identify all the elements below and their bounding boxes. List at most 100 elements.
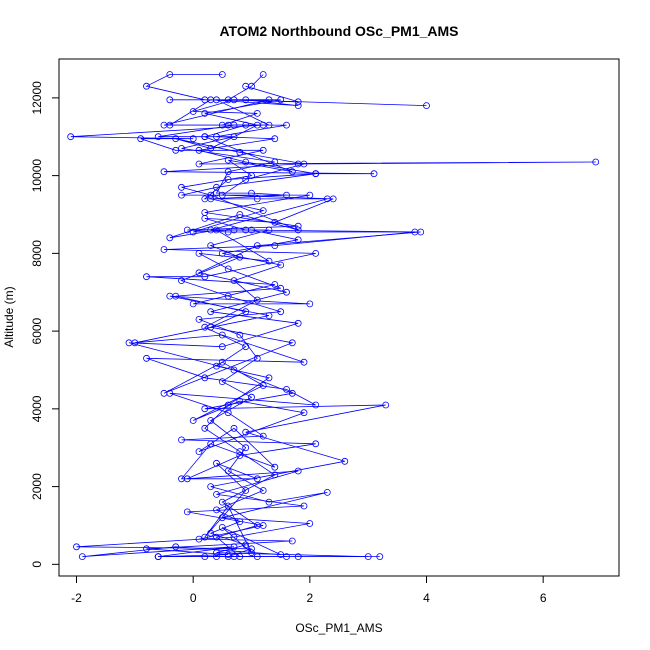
data-point — [154, 553, 162, 560]
data-point — [207, 308, 215, 316]
data-point — [201, 323, 209, 331]
data-point — [207, 529, 215, 537]
data-point — [341, 457, 349, 465]
data-point — [283, 191, 290, 199]
data-point — [166, 96, 174, 104]
x-tick-label: 0 — [190, 591, 197, 605]
data-point — [312, 401, 320, 409]
data-point — [183, 226, 191, 234]
data-point — [224, 228, 232, 236]
data-point — [242, 541, 250, 549]
data-point — [259, 207, 267, 215]
data-point — [189, 300, 197, 308]
data-point — [213, 133, 220, 141]
data-point — [224, 467, 232, 475]
data-point — [248, 545, 255, 553]
data-point — [277, 308, 285, 316]
data-point — [224, 409, 232, 417]
x-tick-label: 4 — [423, 591, 430, 605]
data-point — [312, 440, 320, 448]
data-point — [294, 553, 302, 560]
data-point — [294, 467, 302, 475]
data-point — [195, 315, 203, 323]
data-point — [242, 444, 250, 452]
data-point — [230, 277, 238, 285]
data-point — [131, 339, 139, 347]
data-point — [271, 281, 279, 288]
data-point — [271, 471, 279, 479]
data-point — [166, 389, 174, 397]
data-point — [242, 487, 250, 494]
data-point — [213, 362, 220, 370]
data-point — [423, 102, 430, 109]
data-point — [271, 463, 279, 471]
data-point — [178, 144, 185, 152]
data-point — [201, 424, 209, 432]
data-point — [189, 228, 197, 236]
y-tick-label: 12000 — [30, 81, 44, 115]
data-point — [364, 553, 372, 560]
series-line — [76, 74, 421, 557]
x-axis: -2 0 2 4 6 — [71, 575, 547, 605]
data-point — [230, 96, 238, 104]
data-point — [195, 146, 203, 154]
data-point — [283, 288, 290, 296]
data-point — [201, 110, 209, 117]
data-point — [248, 226, 255, 234]
data-point — [242, 96, 250, 104]
data-point — [218, 331, 226, 339]
data-point — [306, 520, 314, 527]
data-point — [218, 498, 226, 506]
data-point — [67, 133, 75, 141]
data-point — [224, 156, 232, 164]
data-point — [178, 191, 185, 199]
x-tick-label: -2 — [71, 591, 82, 605]
y-tick-label: 4000 — [30, 395, 44, 422]
series-4 — [154, 96, 430, 560]
data-point — [236, 448, 244, 456]
data-point — [248, 549, 255, 557]
data-point — [218, 249, 226, 257]
data-point — [78, 553, 86, 560]
data-point — [271, 158, 279, 166]
data-point — [259, 71, 267, 78]
data-point — [294, 160, 302, 168]
data-point — [294, 319, 302, 327]
series-layer — [67, 71, 600, 560]
data-point — [143, 82, 150, 90]
data-point — [178, 277, 185, 285]
x-tick-label: 6 — [540, 591, 547, 605]
data-point — [201, 405, 209, 413]
data-point — [294, 222, 302, 230]
data-point — [265, 96, 273, 104]
data-point — [236, 553, 244, 560]
data-point — [201, 133, 209, 141]
data-point — [143, 545, 150, 553]
data-point — [323, 195, 331, 203]
data-point — [253, 475, 261, 483]
data-point — [230, 424, 238, 432]
data-point — [253, 522, 261, 529]
data-point — [178, 436, 185, 444]
data-point — [224, 551, 232, 558]
data-point — [189, 417, 197, 424]
series-line — [168, 99, 328, 557]
data-point — [189, 135, 197, 143]
data-point — [201, 374, 209, 382]
data-point — [178, 183, 185, 191]
data-point — [253, 195, 261, 203]
y-tick-label: 10000 — [30, 159, 44, 193]
data-point — [213, 189, 220, 197]
data-point — [248, 82, 255, 90]
data-point — [283, 385, 290, 393]
series-5 — [166, 96, 331, 560]
y-tick-label: 2000 — [30, 473, 44, 500]
data-point — [207, 226, 215, 234]
data-point — [166, 292, 174, 300]
data-point — [248, 189, 255, 197]
data-point — [207, 96, 215, 104]
data-point — [207, 483, 215, 491]
data-point — [236, 452, 244, 459]
data-point — [143, 354, 150, 362]
data-point — [183, 508, 191, 516]
